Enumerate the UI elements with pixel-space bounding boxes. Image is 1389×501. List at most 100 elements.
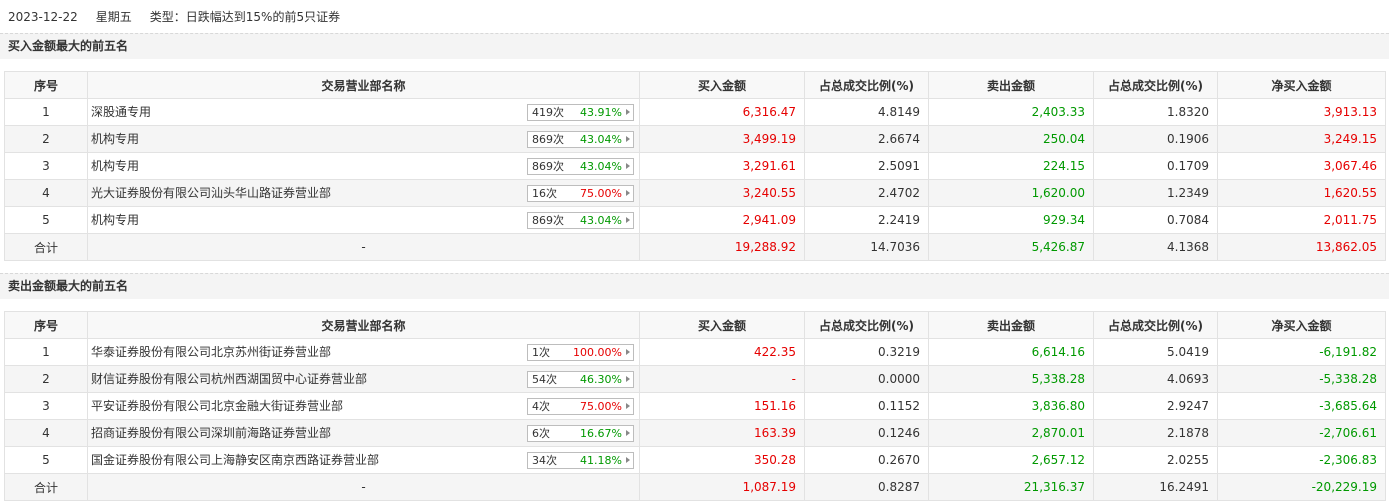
dept-name-link[interactable]: 财信证券股份有限公司杭州西湖国贸中心证券营业部 — [91, 371, 368, 386]
buy-ratio: 2.2419 — [804, 206, 929, 234]
row-number: 4 — [4, 419, 88, 447]
sell-ratio: 5.0419 — [1093, 338, 1218, 366]
chevron-right-icon — [626, 190, 630, 196]
dept-stats-badge[interactable]: 34次 41.18% — [527, 452, 634, 469]
net-buy-amount: 2,011.75 — [1217, 206, 1386, 234]
buy-ratio: 0.0000 — [804, 365, 929, 393]
sell-ratio: 2.1878 — [1093, 419, 1218, 447]
col-header-no: 序号 — [4, 71, 88, 99]
total-label: 合计 — [4, 473, 88, 501]
net-buy-amount: 3,067.46 — [1217, 152, 1386, 180]
total-buy-ratio: 14.7036 — [804, 233, 929, 261]
dept-stats-badge[interactable]: 4次 75.00% — [527, 398, 634, 415]
buy-ratio: 2.5091 — [804, 152, 929, 180]
total-net-buy-amount: 13,862.05 — [1217, 233, 1386, 261]
dept-name-link[interactable]: 光大证券股份有限公司汕头华山路证券营业部 — [91, 185, 332, 200]
dept-cell: 机构专用 869次 43.04% — [87, 125, 640, 153]
dept-name-link[interactable]: 机构专用 — [91, 158, 140, 173]
dept-cell: 国金证券股份有限公司上海静安区南京西路证券营业部 34次 41.18% — [87, 446, 640, 474]
dept-stats-badge[interactable]: 16次 75.00% — [527, 185, 634, 202]
buy-amount: 151.16 — [639, 392, 805, 420]
chevron-right-icon — [626, 109, 630, 115]
net-buy-amount: -3,685.64 — [1217, 392, 1386, 420]
buy-amount: 3,291.61 — [639, 152, 805, 180]
dept-stats-badge[interactable]: 1次 100.00% — [527, 344, 634, 361]
net-buy-amount: 3,249.15 — [1217, 125, 1386, 153]
col-header-sell: 卖出金额 — [928, 311, 1094, 339]
buy-amount: 3,240.55 — [639, 179, 805, 207]
total-buy-ratio: 0.8287 — [804, 473, 929, 501]
buy-amount: 3,499.19 — [639, 125, 805, 153]
dept-stats-badge[interactable]: 419次 43.91% — [527, 104, 634, 121]
col-header-dept: 交易营业部名称 — [87, 311, 640, 339]
dept-stats-badge[interactable]: 54次 46.30% — [527, 371, 634, 388]
dept-cell: 机构专用 869次 43.04% — [87, 152, 640, 180]
dept-cell: 招商证券股份有限公司深圳前海路证券营业部 6次 16.67% — [87, 419, 640, 447]
total-buy-amount: 1,087.19 — [639, 473, 805, 501]
dept-name-link[interactable]: 国金证券股份有限公司上海静安区南京西路证券营业部 — [91, 452, 380, 467]
dept-name-link[interactable]: 平安证券股份有限公司北京金融大街证券营业部 — [91, 398, 344, 413]
row-number: 2 — [4, 365, 88, 393]
win-rate: 43.04% — [580, 160, 622, 173]
sell-ratio: 0.7084 — [1093, 206, 1218, 234]
chevron-right-icon — [626, 457, 630, 463]
total-net-buy-amount: -20,229.19 — [1217, 473, 1386, 501]
dept-stats-badge[interactable]: 869次 43.04% — [527, 131, 634, 148]
sell-ratio: 0.1906 — [1093, 125, 1218, 153]
win-rate: 46.30% — [580, 373, 622, 386]
col-header-net: 净买入金额 — [1217, 311, 1386, 339]
sell-top5-table: 序号 交易营业部名称 买入金额 占总成交比例(%) 卖出金额 占总成交比例(%)… — [4, 311, 1386, 501]
net-buy-amount: 3,913.13 — [1217, 98, 1386, 126]
col-header-sell-ratio: 占总成交比例(%) — [1093, 71, 1218, 99]
table-row: 3 平安证券股份有限公司北京金融大街证券营业部 4次 75.00% 151.16 0.11… — [4, 392, 1386, 420]
appearance-count: 869次 — [532, 214, 564, 227]
table-row: 4 招商证券股份有限公司深圳前海路证券营业部 6次 16.67% 163.39 0.124… — [4, 419, 1386, 447]
appearance-count: 1次 — [532, 346, 550, 359]
sell-amount: 6,614.16 — [928, 338, 1094, 366]
dept-stats-badge[interactable]: 869次 43.04% — [527, 158, 634, 175]
row-number: 3 — [4, 152, 88, 180]
chevron-right-icon — [626, 163, 630, 169]
appearance-count: 869次 — [532, 160, 564, 173]
buy-section-title: 买入金额最大的前五名 — [0, 33, 1389, 59]
buy-ratio: 4.8149 — [804, 98, 929, 126]
total-buy-amount: 19,288.92 — [639, 233, 805, 261]
dept-cell: 平安证券股份有限公司北京金融大街证券营业部 4次 75.00% — [87, 392, 640, 420]
dept-cell: 机构专用 869次 43.04% — [87, 206, 640, 234]
buy-top5-table: 序号 交易营业部名称 买入金额 占总成交比例(%) 卖出金额 占总成交比例(%)… — [4, 71, 1386, 261]
total-row: 合计 -19,288.92 14.7036 5,426.87 4.1368 13,862.… — [4, 233, 1386, 261]
col-header-net: 净买入金额 — [1217, 71, 1386, 99]
sell-amount: 5,338.28 — [928, 365, 1094, 393]
win-rate: 41.18% — [580, 454, 622, 467]
col-header-no: 序号 — [4, 311, 88, 339]
appearance-count: 16次 — [532, 187, 557, 200]
chevron-right-icon — [626, 376, 630, 382]
sell-amount: 2,657.12 — [928, 446, 1094, 474]
dept-name-link[interactable]: 机构专用 — [91, 131, 140, 146]
col-header-dept: 交易营业部名称 — [87, 71, 640, 99]
dept-name-link[interactable]: 招商证券股份有限公司深圳前海路证券营业部 — [91, 425, 332, 440]
dept-name-link[interactable]: 深股通专用 — [91, 104, 152, 119]
table-row: 2 财信证券股份有限公司杭州西湖国贸中心证券营业部 54次 46.30% -0.0000… — [4, 365, 1386, 393]
total-sell-amount: 21,316.37 — [928, 473, 1094, 501]
col-header-sell-ratio: 占总成交比例(%) — [1093, 311, 1218, 339]
sell-ratio: 2.0255 — [1093, 446, 1218, 474]
win-rate: 43.04% — [580, 214, 622, 227]
dept-name-link[interactable]: 华泰证券股份有限公司北京苏州街证券营业部 — [91, 344, 332, 359]
table-row: 1 华泰证券股份有限公司北京苏州街证券营业部 1次 100.00% 422.35 0.32… — [4, 338, 1386, 366]
sell-ratio: 0.1709 — [1093, 152, 1218, 180]
win-rate: 43.04% — [580, 133, 622, 146]
dept-stats-badge[interactable]: 869次 43.04% — [527, 212, 634, 229]
table-row: 5 国金证券股份有限公司上海静安区南京西路证券营业部 34次 41.18% 350.28… — [4, 446, 1386, 474]
dept-cell: 华泰证券股份有限公司北京苏州街证券营业部 1次 100.00% — [87, 338, 640, 366]
col-header-buy: 买入金额 — [639, 311, 805, 339]
appearance-count: 869次 — [532, 133, 564, 146]
net-buy-amount: -5,338.28 — [1217, 365, 1386, 393]
dept-name-link[interactable]: 机构专用 — [91, 212, 140, 227]
dept-stats-badge[interactable]: 6次 16.67% — [527, 425, 634, 442]
dept-cell: 财信证券股份有限公司杭州西湖国贸中心证券营业部 54次 46.30% — [87, 365, 640, 393]
table-row: 3 机构专用 869次 43.04% 3,291.61 2.5091 224.15 0.170… — [4, 152, 1386, 180]
appearance-count: 54次 — [532, 373, 557, 386]
row-number: 3 — [4, 392, 88, 420]
buy-ratio: 0.1152 — [804, 392, 929, 420]
